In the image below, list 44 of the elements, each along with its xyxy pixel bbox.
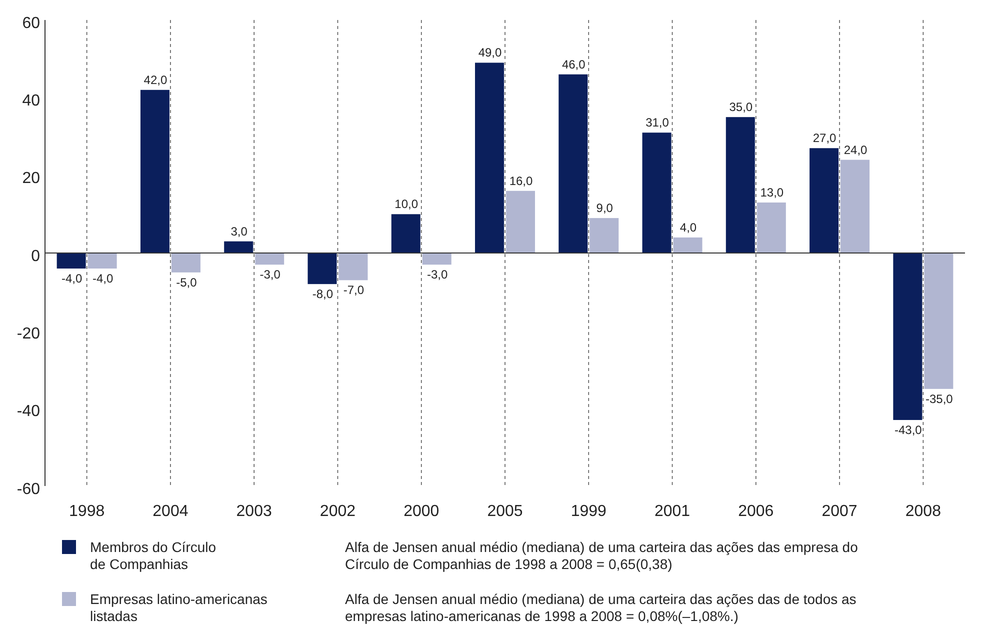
- y-tick-label: -60: [16, 480, 40, 498]
- data-label: 42,0: [144, 72, 168, 87]
- y-tick-label: 20: [22, 170, 40, 188]
- data-label: -4,0: [61, 272, 82, 286]
- data-label: 3,0: [230, 224, 248, 238]
- data-label: 16,0: [509, 174, 533, 188]
- y-tick-label: -20: [16, 326, 40, 343]
- data-label: 31,0: [646, 116, 670, 130]
- data-label: -7,0: [343, 283, 364, 298]
- x-tick-label: 2000: [404, 503, 440, 520]
- x-tick-label: 2007: [822, 503, 858, 520]
- data-label: -43,0: [894, 422, 922, 437]
- data-label: -4,0: [92, 272, 114, 286]
- x-tick-label: 1999: [570, 503, 607, 520]
- data-label: 13,0: [760, 186, 784, 200]
- data-label: 4,0: [680, 220, 697, 234]
- x-tick-label: 2001: [654, 503, 690, 520]
- x-tick-label: 2008: [905, 503, 942, 520]
- y-tick-label: 0: [31, 248, 40, 265]
- legend-label: Empresas latino-americanas listadas: [90, 591, 268, 624]
- data-label: 27,0: [812, 131, 837, 146]
- data-label: 24,0: [844, 142, 868, 157]
- data-label: -35,0: [926, 392, 954, 406]
- x-tick-label: 2004: [152, 503, 188, 520]
- x-tick-label: 2003: [236, 503, 272, 520]
- data-label: -3,0: [427, 268, 448, 282]
- data-label: 10,0: [394, 197, 418, 212]
- data-label: 9,0: [596, 201, 614, 216]
- data-label: -5,0: [176, 275, 198, 290]
- legend-label: Membros do Círculo de Companhias: [90, 539, 216, 572]
- x-tick-label: 2005: [487, 503, 523, 520]
- data-label: 46,0: [562, 57, 586, 72]
- data-label: 49,0: [478, 46, 502, 60]
- text: Alfa de Jensen anual médio (mediana) de uma carteira das ações das de todos as empresas latino-americanas de 1998 a 2008 = 0,08%(–1,08%.): [345, 591, 856, 624]
- data-label: 35,0: [729, 100, 753, 114]
- data-label: -8,0: [312, 287, 334, 302]
- x-tick-label: 2006: [738, 503, 774, 520]
- text: Alfa de Jensen anual médio (mediana) de uma carteira das ações das empresa do Círculo de Companhias de 1998 a 2008 = 0,65(0,38): [345, 539, 858, 572]
- y-tick-label: 60: [22, 14, 40, 32]
- data-label: -3,0: [260, 268, 281, 282]
- y-tick-label: 40: [22, 92, 40, 110]
- x-tick-label: 1998: [69, 503, 105, 520]
- y-tick-label: -40: [16, 403, 40, 420]
- x-tick-label: 2002: [320, 503, 356, 520]
